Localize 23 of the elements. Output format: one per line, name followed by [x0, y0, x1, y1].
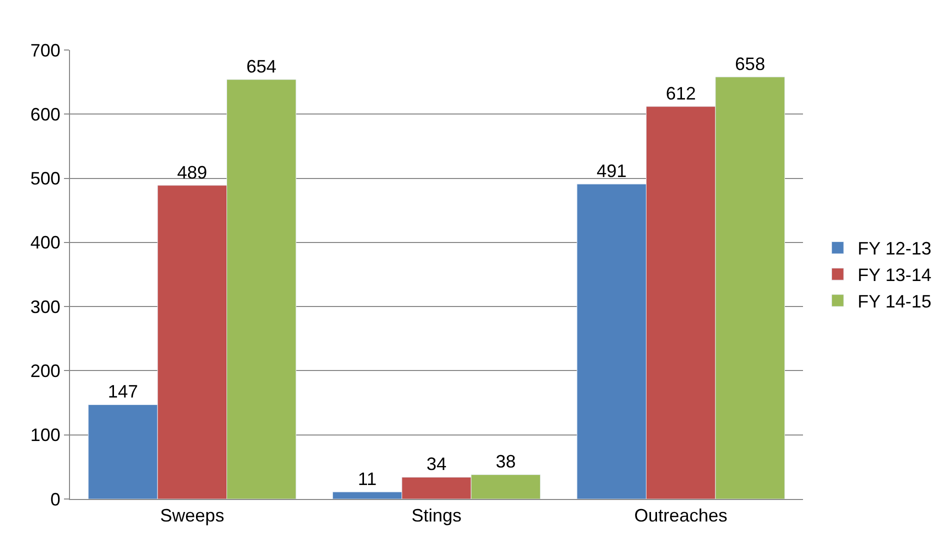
y-tick-label: 200 — [30, 361, 60, 382]
y-tick-label: 500 — [30, 168, 60, 189]
legend-label: FY 12-13 — [858, 238, 932, 259]
y-tick-label: 100 — [30, 425, 60, 446]
data-label: 489 — [177, 162, 208, 182]
data-label: 658 — [735, 54, 766, 74]
data-label: 147 — [108, 382, 138, 402]
legend-label: FY 14-15 — [858, 292, 932, 312]
y-tick-label: 300 — [30, 296, 60, 317]
y-tick-label: 600 — [30, 104, 60, 124]
data-label: 654 — [246, 56, 276, 77]
data-label: 612 — [666, 83, 696, 104]
data-label: 34 — [426, 454, 447, 474]
x-tick-label: Outreaches — [634, 506, 728, 526]
x-tick-label: Sweeps — [160, 506, 224, 526]
data-label: 11 — [358, 468, 377, 489]
y-tick-label: 0 — [50, 489, 60, 510]
data-label: 38 — [496, 452, 516, 472]
x-tick-label: Stings — [411, 506, 462, 526]
y-tick-label: 400 — [30, 232, 60, 253]
legend-label: FY 13-14 — [858, 265, 932, 286]
y-tick-label: 700 — [30, 40, 60, 60]
data-label: 491 — [596, 161, 627, 182]
